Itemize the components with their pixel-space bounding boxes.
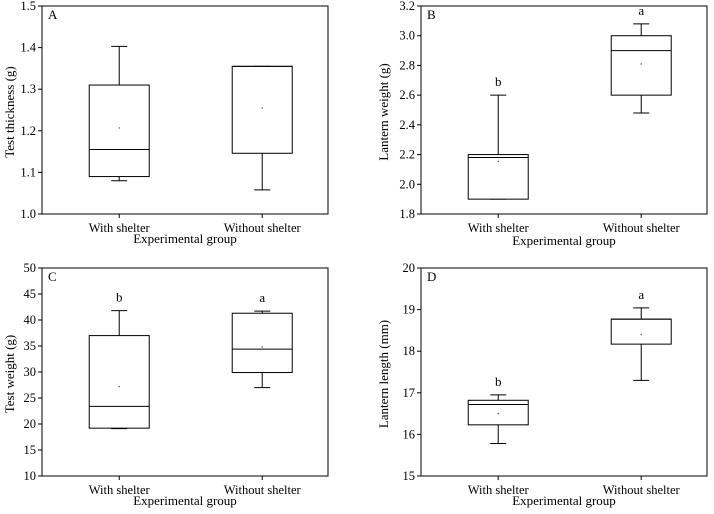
- panel-c-xtick-label: With shelter: [89, 483, 151, 497]
- panel-a-ytick-label: 1.3: [20, 82, 36, 96]
- panel-c-box-1: b: [88, 290, 150, 430]
- panel-c-box-2: a: [231, 290, 293, 389]
- panel-a: A 1.0 1.1 1.2 1.3 1.4 1.5 With shelter Without s…: [2, 0, 329, 246]
- box-body: [610, 35, 672, 96]
- panel-d-ytick-label: 16: [403, 427, 416, 441]
- box-body: [88, 84, 150, 178]
- panel-a-ytick-label: 1.2: [20, 124, 36, 138]
- mean-marker: [640, 333, 643, 336]
- panel-a-xtick-label: With shelter: [89, 221, 151, 235]
- box-body: [231, 65, 293, 154]
- panel-a-ytick-label: 1.5: [20, 0, 36, 13]
- panel-b-xtick-label: Without shelter: [603, 221, 681, 235]
- panel-d-ytick-label: 17: [403, 386, 416, 400]
- panel-b-ytick-label: 2.8: [399, 58, 415, 72]
- panel-c-x-axis-label: Experimental group: [133, 493, 237, 508]
- panel-c-letter: C: [48, 269, 57, 284]
- panel-d-box-2: a: [610, 287, 672, 381]
- mean-marker: [118, 385, 121, 388]
- mean-marker: [261, 107, 264, 109]
- panel-b-letter: B: [427, 7, 436, 22]
- panel-d-ytick-label: 18: [403, 344, 416, 358]
- significance-letter: a: [638, 287, 644, 302]
- panel-c-ytick-label: 20: [24, 417, 37, 431]
- panel-b-ytick-label: 2.4: [399, 118, 415, 132]
- panel-d-xtick-label: With shelter: [468, 483, 530, 497]
- panel-c: C 10 15 20 25 30 35 40 45 50 With shelter Without s…: [2, 261, 329, 508]
- panel-d-ytick-label: 19: [403, 303, 416, 317]
- panel-c-ytick-label: 30: [24, 365, 37, 379]
- panel-c-ytick-label: 50: [24, 261, 37, 275]
- panel-b-box-1: b: [467, 74, 529, 200]
- panel-c-y-axis-label: Test weight (g): [2, 335, 17, 414]
- panel-d-letter: D: [427, 269, 436, 284]
- mean-marker: [640, 63, 643, 65]
- mean-marker: [497, 412, 500, 415]
- panel-d-xtick-label: Without shelter: [603, 483, 681, 497]
- panel-d-box-1: b: [467, 374, 529, 445]
- panel-a-x-axis-label: Experimental group: [133, 231, 237, 246]
- panel-b-ytick-label: 2.2: [399, 148, 415, 162]
- box-body: [610, 318, 672, 345]
- panel-a-frame: [41, 5, 329, 215]
- panel-c-xtick-label: Without shelter: [224, 483, 302, 497]
- panel-b-frame: [420, 5, 708, 215]
- panel-a-ytick-label: 1.1: [20, 165, 36, 179]
- significance-letter: b: [495, 74, 502, 89]
- panel-b-ytick-label: 1.8: [399, 207, 415, 221]
- mean-marker: [118, 127, 121, 129]
- panel-c-ytick-label: 15: [24, 443, 37, 457]
- panel-b: B 1.8 2.0 2.2 2.4 2.6 2.8 3.0 3.2 With shelter Wit…: [376, 0, 708, 248]
- significance-letter: b: [116, 290, 123, 305]
- panel-b-ytick-label: 2.6: [399, 88, 415, 102]
- panel-b-y-axis-label: Lantern weight (g): [376, 63, 391, 160]
- panel-a-ytick-label: 1.0: [20, 207, 36, 221]
- panel-a-xtick-label: Without shelter: [224, 221, 302, 235]
- panel-d-ytick-label: 15: [403, 469, 416, 483]
- panel-b-ytick-label: 3.0: [399, 29, 415, 43]
- mean-marker: [261, 346, 264, 348]
- panel-c-ytick-label: 10: [24, 469, 37, 483]
- panel-b-ytick-label: 3.2: [399, 0, 415, 13]
- panel-a-box-2: [231, 65, 293, 191]
- box-body: [88, 335, 150, 429]
- panel-b-ytick-label: 2.0: [399, 177, 415, 191]
- panel-d-frame: [420, 267, 708, 477]
- panel-b-xtick-label: With shelter: [468, 221, 530, 235]
- panel-c-ytick-label: 25: [24, 391, 37, 405]
- panel-a-ytick-label: 1.4: [20, 41, 36, 55]
- panel-c-ytick-label: 40: [24, 313, 37, 327]
- panel-d-y-axis-label: Lantern length (mm): [376, 320, 391, 428]
- panel-d: D 15 16 17 18 19 20 With shelter Without shelter…: [376, 261, 708, 508]
- panel-d-ytick-label: 20: [403, 261, 416, 275]
- panel-c-ytick-label: 45: [24, 287, 37, 301]
- panel-a-box-1: [88, 45, 150, 182]
- panel-d-x-axis-label: Experimental group: [512, 493, 616, 508]
- panel-b-box-2: a: [610, 3, 672, 114]
- panel-a-y-axis-label: Test thickness (g): [2, 66, 17, 158]
- significance-letter: a: [259, 290, 265, 305]
- panel-b-x-axis-label: Experimental group: [512, 233, 616, 248]
- mean-marker: [497, 160, 500, 163]
- significance-letter: b: [495, 374, 502, 389]
- significance-letter: a: [638, 3, 644, 18]
- box-body: [231, 312, 293, 374]
- panel-c-ytick-label: 35: [24, 339, 37, 353]
- panel-a-letter: A: [48, 7, 58, 22]
